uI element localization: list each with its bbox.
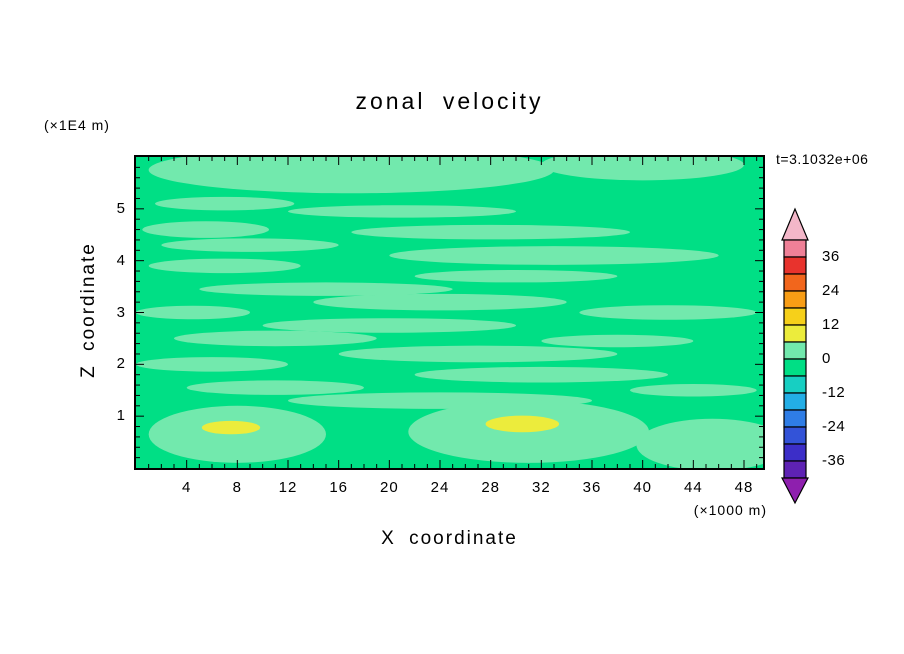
colorbar-svg <box>781 207 809 505</box>
contour-blob <box>186 380 364 395</box>
contour-blob <box>155 196 295 211</box>
contour-blob <box>389 246 719 265</box>
x-axis-unit-label: (×1000 m) <box>693 502 767 518</box>
contour-blob <box>338 345 618 363</box>
contour-blob <box>636 418 763 468</box>
x-tick-label: 12 <box>278 479 298 496</box>
x-tick-label: 32 <box>531 479 551 496</box>
contour-blob <box>199 282 453 296</box>
chart-title: zonal velocity <box>355 88 544 114</box>
y-tick-label: 4 <box>116 251 126 269</box>
colorbar-tick-label: 36 <box>822 248 840 265</box>
local-max-blob <box>485 415 560 433</box>
contour-blob <box>541 334 694 348</box>
colorbar-segment <box>783 307 807 326</box>
contour-blob <box>174 330 377 347</box>
contour-blob <box>161 238 339 252</box>
tick-marks <box>136 157 763 468</box>
colorbar-segment <box>783 460 807 479</box>
colorbar: 36 24 12 0 -12 -24 -36 <box>776 206 866 511</box>
contour-blob <box>414 269 618 283</box>
colorbar-segment <box>783 426 807 445</box>
contour-blob <box>579 305 757 320</box>
x-tick-label: 40 <box>633 479 652 496</box>
y-axis-label: Z coordinate <box>78 242 99 378</box>
colorbar-tick-label: 12 <box>822 316 840 333</box>
colorbar-segment <box>783 358 807 377</box>
contour-blob <box>351 224 630 240</box>
contour-blob <box>414 366 668 383</box>
y-tick-label: 2 <box>116 355 126 373</box>
x-tick-label: 48 <box>734 479 754 496</box>
colorbar-tick-label: 0 <box>822 350 831 367</box>
colorbar-tick-label: 24 <box>822 282 840 299</box>
contour-blob <box>313 293 567 311</box>
colorbar-segment <box>783 239 807 258</box>
colorbar-arrow-down <box>781 477 809 505</box>
x-tick-label: 20 <box>379 479 399 496</box>
colorbar-segment <box>783 409 807 428</box>
x-tick-label: 16 <box>329 479 348 496</box>
time-label: t=3.1032e+06 <box>776 151 869 167</box>
colorbar-arrow-up <box>781 207 809 241</box>
contour-blob <box>630 384 757 397</box>
contour-blob <box>136 357 288 372</box>
contour-blob <box>262 318 516 333</box>
contour-blob <box>142 221 269 238</box>
y-axis-unit-label: (×1E4 m) <box>44 117 110 133</box>
x-tick-label: 36 <box>582 479 602 496</box>
colorbar-segment <box>783 443 807 462</box>
y-tick-label: 3 <box>116 303 126 321</box>
y-tick-label: 1 <box>116 407 126 425</box>
y-tick-label: 5 <box>116 199 126 217</box>
x-tick-label: 4 <box>181 479 192 496</box>
x-tick-label: 24 <box>430 479 450 496</box>
contour-blob <box>288 205 516 218</box>
contour-blob <box>148 157 554 194</box>
colorbar-segment <box>783 341 807 360</box>
colorbar-tick-label: -24 <box>822 418 846 435</box>
x-axis-label: X coordinate <box>381 528 518 549</box>
contour-blob <box>148 405 326 463</box>
colorbar-tick-label: -12 <box>822 384 846 401</box>
x-tick-label: 44 <box>683 479 703 496</box>
contour-blob <box>136 305 250 320</box>
contour-blob <box>148 258 301 274</box>
colorbar-segment <box>783 256 807 275</box>
x-tick-label: 28 <box>481 479 500 496</box>
colorbar-segment <box>783 392 807 411</box>
colorbar-segment <box>783 290 807 309</box>
local-max-blob <box>201 420 261 435</box>
colorbar-segment <box>783 273 807 292</box>
colorbar-segment <box>783 324 807 343</box>
colorbar-tick-label: -36 <box>822 452 846 469</box>
x-tick-label: 8 <box>232 479 242 496</box>
colorbar-segment <box>783 375 807 394</box>
contour-field <box>136 157 763 468</box>
plot-area <box>134 155 765 470</box>
